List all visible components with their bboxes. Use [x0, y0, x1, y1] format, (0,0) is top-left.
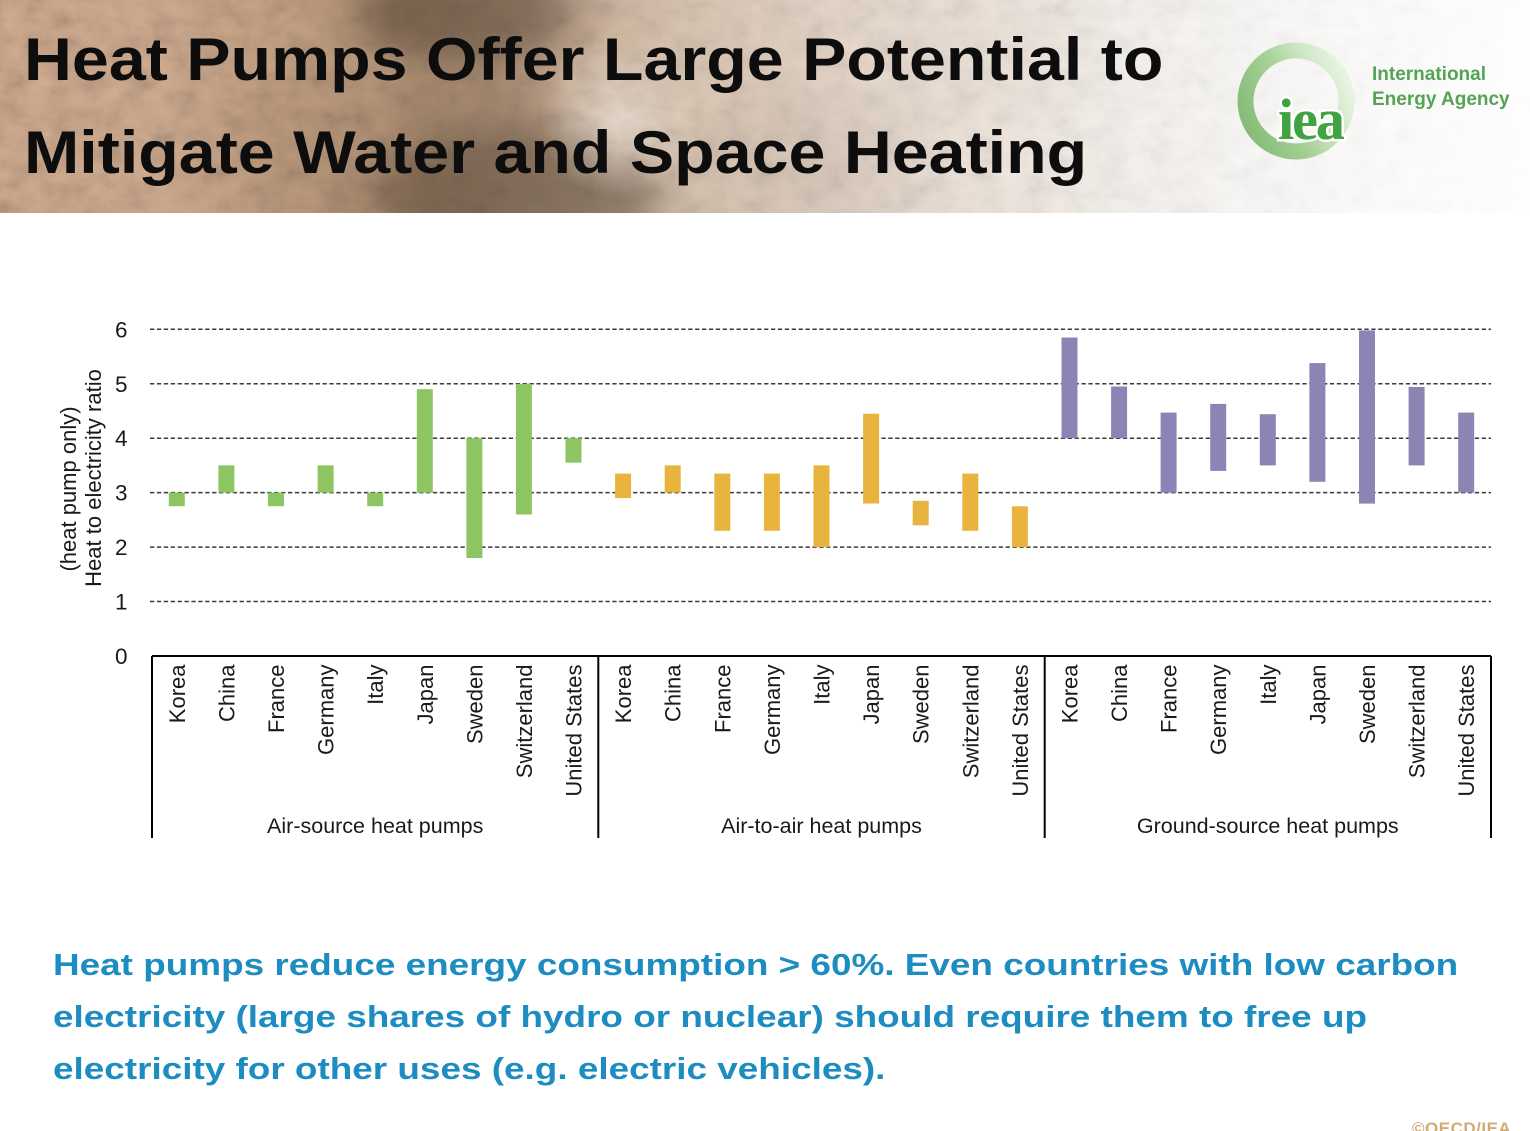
svg-text:Korea: Korea	[611, 664, 636, 723]
svg-text:Germany: Germany	[1206, 665, 1231, 755]
svg-text:3: 3	[115, 481, 128, 506]
svg-text:(heat pump only): (heat pump only)	[56, 406, 81, 571]
svg-text:China: China	[214, 664, 239, 722]
svg-text:4: 4	[115, 426, 128, 451]
svg-text:France: France	[264, 665, 289, 733]
svg-text:Korea: Korea	[165, 664, 190, 723]
svg-text:Italy: Italy	[810, 665, 835, 705]
svg-text:Germany: Germany	[760, 665, 785, 755]
svg-text:Japan: Japan	[1305, 665, 1330, 725]
svg-text:United States: United States	[562, 665, 587, 797]
svg-text:Japan: Japan	[859, 665, 884, 725]
svg-text:Switzerland: Switzerland	[958, 665, 983, 779]
svg-text:Switzerland: Switzerland	[1405, 665, 1430, 779]
svg-text:France: France	[1157, 665, 1182, 733]
svg-text:France: France	[710, 665, 735, 733]
svg-text:1: 1	[115, 590, 128, 615]
svg-text:Air-source heat pumps: Air-source heat pumps	[267, 814, 483, 838]
svg-text:International: International	[1372, 64, 1486, 85]
svg-text:Sweden: Sweden	[1355, 665, 1380, 745]
svg-text:Sweden: Sweden	[462, 665, 487, 745]
svg-text:Korea: Korea	[1058, 664, 1083, 723]
svg-text:Ground-source heat pumps: Ground-source heat pumps	[1137, 814, 1399, 838]
svg-text:0: 0	[115, 644, 128, 669]
svg-text:Germany: Germany	[314, 665, 339, 755]
svg-text:iea: iea	[1278, 87, 1345, 152]
svg-text:2: 2	[115, 535, 128, 560]
svg-text:Switzerland: Switzerland	[512, 665, 537, 779]
svg-text:6: 6	[115, 317, 128, 342]
svg-text:Air-to-air heat pumps: Air-to-air heat pumps	[721, 814, 922, 838]
svg-text:United States: United States	[1008, 665, 1033, 797]
svg-text:Sweden: Sweden	[909, 665, 934, 745]
svg-text:Japan: Japan	[413, 665, 438, 725]
svg-text:China: China	[1107, 664, 1132, 722]
svg-text:5: 5	[115, 372, 128, 397]
svg-text:China: China	[661, 664, 686, 722]
svg-text:United States: United States	[1454, 665, 1479, 797]
svg-text:Heat to electricity ratio: Heat to electricity ratio	[81, 369, 106, 587]
svg-text:Energy Agency: Energy Agency	[1372, 89, 1510, 110]
svg-text:Italy: Italy	[363, 665, 388, 705]
svg-text:iea: iea	[1278, 87, 1345, 152]
svg-text:Italy: Italy	[1256, 665, 1281, 705]
